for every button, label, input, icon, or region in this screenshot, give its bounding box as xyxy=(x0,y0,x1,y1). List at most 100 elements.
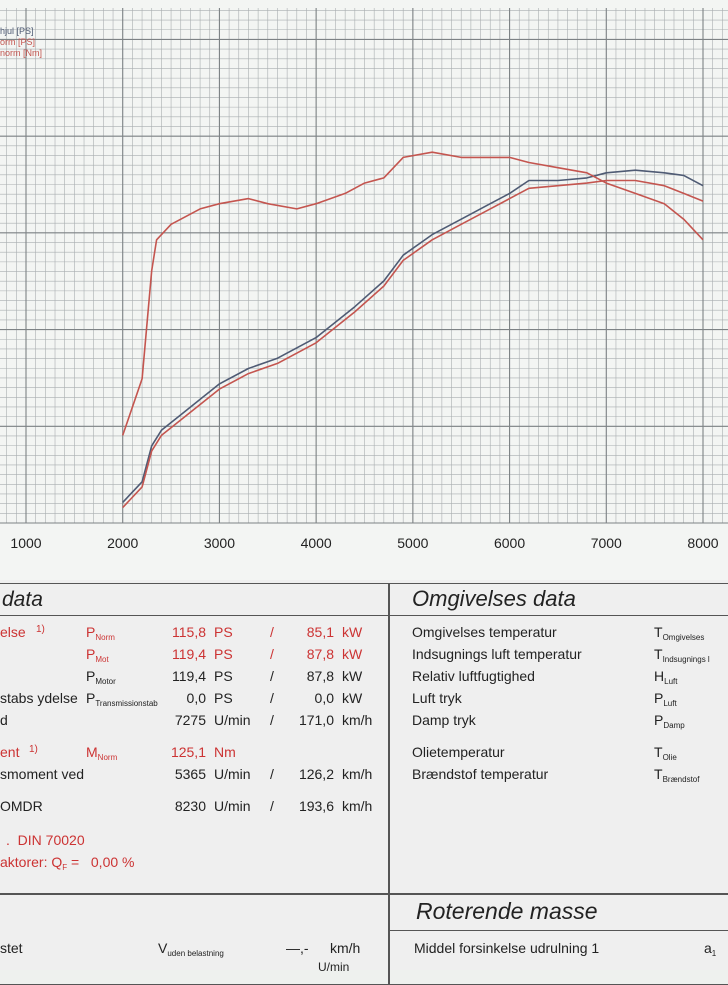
series-line-0 xyxy=(122,169,704,503)
ambient-row-label: Olietemperatur xyxy=(412,744,505,760)
mean-deceleration-symbol: a1 xyxy=(704,940,717,958)
chart-legend: hjul [PS] orm [PS] norm [Nm] xyxy=(0,26,42,59)
power-row-note: 1) xyxy=(29,744,38,755)
power-row-value: 115,8 xyxy=(172,624,206,640)
no-load-partial: U/min xyxy=(318,960,350,974)
ambient-row-symbol: PDamp xyxy=(654,712,685,730)
correction-factor-label: aktorer: Q xyxy=(0,854,63,870)
power-row-separator: / xyxy=(270,766,274,782)
symbol-subscript: Indsugnings l xyxy=(662,655,710,664)
power-row-label: smoment ved xyxy=(0,766,85,782)
power-row-unit: PS xyxy=(214,668,233,684)
power-row-symbol: PNorm xyxy=(86,624,115,642)
correction-factor-sub: F xyxy=(62,863,68,872)
ambient-row-label: Damp tryk xyxy=(412,712,476,728)
power-row-separator: / xyxy=(270,690,274,706)
symbol-subscript: Norm xyxy=(97,753,118,762)
symbol-letter: T xyxy=(654,646,663,662)
power-row-value2: 87,8 xyxy=(306,646,334,662)
power-row-value2: 126,2 xyxy=(298,766,334,782)
ambient-row-symbol: TIndsugnings l xyxy=(654,646,710,664)
power-row-symbol: MNorm xyxy=(86,744,117,762)
symbol-subscript: Norm xyxy=(95,633,115,642)
x-tick-label: 2000 xyxy=(107,535,138,551)
symbol-letter: H xyxy=(654,668,665,684)
symbol-subscript: Olie xyxy=(662,753,677,762)
result-tables: data else 1) PNorm 115,8 PS/85,1 kW PMot 119,4 P… xyxy=(0,580,728,985)
power-row-unit2: km/h xyxy=(342,712,373,728)
din-bullet: . xyxy=(6,832,18,848)
x-tick-label: 7000 xyxy=(591,535,622,551)
x-tick-label: 8000 xyxy=(687,535,718,551)
symbol-letter: P xyxy=(654,690,664,706)
power-row-separator: / xyxy=(270,798,274,814)
header-divider-left xyxy=(0,615,388,616)
power-row-note: 1) xyxy=(36,624,45,635)
power-row-separator: / xyxy=(270,712,274,728)
power-data-header: data xyxy=(2,588,43,611)
ambient-row-symbol: TOmgivelses xyxy=(654,624,704,642)
ambient-row-symbol: HLuft xyxy=(654,668,677,686)
symbol-subscript: Damp xyxy=(663,721,685,730)
dyno-chart: 1000 2000 3000 4000 5000 6000 7000 8000 hjul [P… xyxy=(0,8,728,551)
power-row-unit2: km/h xyxy=(342,766,373,782)
power-row-unit: U/min xyxy=(214,798,251,814)
power-row-value: 0,0 xyxy=(186,690,206,706)
power-row-unit2: kW xyxy=(342,624,363,640)
header-divider-right xyxy=(388,615,728,616)
series-line-2 xyxy=(121,151,704,436)
symbol-letter: P xyxy=(86,624,96,640)
ambient-row-label: Omgivelses temperatur xyxy=(412,624,557,640)
power-row-value2: 85,1 xyxy=(306,624,334,640)
rotating-mass-header: Roterende masse xyxy=(416,898,598,924)
mean-deceleration-label: Middel forsinkelse udrulning 1 xyxy=(414,940,600,956)
x-tick-label: 3000 xyxy=(204,535,235,551)
x-tick-label: 1000 xyxy=(10,535,41,551)
ambient-data-header: Omgivelses data xyxy=(412,586,576,611)
power-row-unit: U/min xyxy=(214,712,251,728)
ambient-row-label: Luft tryk xyxy=(412,690,462,706)
power-data-box xyxy=(0,583,390,895)
power-row-value: 125,1 xyxy=(170,744,206,760)
no-load-label: stet xyxy=(0,940,23,956)
symbol-letter: T xyxy=(654,624,663,640)
power-row-label: OMDR xyxy=(0,798,43,814)
power-row-separator: / xyxy=(270,646,274,662)
symbol-letter: P xyxy=(86,646,96,662)
power-row-value2: 87,8 xyxy=(306,668,334,684)
power-row-value2: 0,0 xyxy=(314,690,334,706)
symbol-letter: T xyxy=(654,744,663,760)
symbol-letter: P xyxy=(86,668,96,684)
symbol-subscript: Omgivelses xyxy=(662,633,705,642)
power-row-symbol: PMotor xyxy=(86,668,116,686)
series-line-1 xyxy=(122,179,704,509)
power-row-symbol: PTransmissionstab xyxy=(86,690,158,708)
no-load-symbol: Vuden belastning xyxy=(158,940,224,958)
symbol-subscript: Motor xyxy=(95,677,116,686)
correction-factor-value: 0,00 % xyxy=(90,854,135,870)
power-row-separator: / xyxy=(270,668,274,684)
power-row-symbol: PMot xyxy=(86,646,109,664)
dyno-chart-svg: 1000 2000 3000 4000 5000 6000 7000 8000 xyxy=(0,8,728,551)
power-row-unit: PS xyxy=(214,624,233,640)
x-tick-label: 4000 xyxy=(301,535,332,551)
power-row-label: d xyxy=(0,712,8,728)
din-standard: . DIN 70020 xyxy=(6,832,85,848)
legend-item-norm-ps: orm [PS] xyxy=(0,37,36,47)
power-row-unit: Nm xyxy=(214,744,236,760)
symbol-letter: P xyxy=(654,712,664,728)
power-row-unit: U/min xyxy=(214,766,251,782)
din-label: DIN 70020 xyxy=(17,832,85,848)
ambient-data-box xyxy=(388,583,728,895)
symbol-subscript: Luft xyxy=(663,699,677,708)
power-row-value: 7275 xyxy=(174,712,206,728)
power-row-value2: 171,0 xyxy=(298,712,334,728)
symbol-subscript: Mot xyxy=(95,655,109,664)
ambient-row-symbol: TBrændstof xyxy=(654,766,699,784)
power-row-unit2: km/h xyxy=(342,798,373,814)
ambient-row-symbol: PLuft xyxy=(654,690,677,708)
no-load-value: —,- xyxy=(286,940,309,956)
power-row-value: 119,4 xyxy=(172,646,206,662)
symbol-subscript: Luft xyxy=(664,677,678,686)
power-row-unit2: kW xyxy=(342,646,363,662)
